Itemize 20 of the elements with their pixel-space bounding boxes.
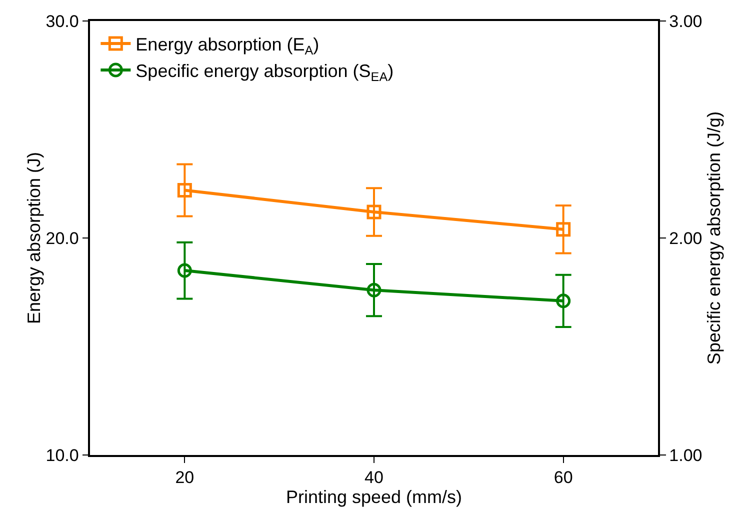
y-tick-label: 30.0 — [46, 12, 79, 31]
x-tick-label: 20 — [175, 468, 194, 488]
y2-tick-label: 1.00 — [669, 446, 702, 465]
point — [177, 183, 192, 198]
y-axis-title: Energy absorption (J) — [24, 152, 44, 324]
legend-label: Specific energy absorption (S$_{EA}$) — [136, 60, 394, 84]
x-tick-label: 60 — [554, 468, 573, 488]
point — [177, 263, 192, 278]
legend-label: Energy absorption (E$_{A}$) — [136, 34, 320, 58]
x-tick-label: 40 — [364, 468, 384, 488]
y-tick-label: 10.0 — [46, 446, 79, 465]
point — [366, 282, 382, 298]
y2-tick-label: 2.00 — [669, 228, 702, 248]
point — [556, 294, 571, 308]
x-axis-title: Printing speed (mm/s) — [286, 487, 462, 508]
y-tick-label: 20.0 — [46, 228, 79, 248]
y2-axis-title: Specific energy absorption (J/g) — [704, 111, 724, 365]
point — [366, 204, 382, 220]
y2-tick-label: 3.00 — [669, 12, 702, 31]
point — [556, 222, 571, 237]
